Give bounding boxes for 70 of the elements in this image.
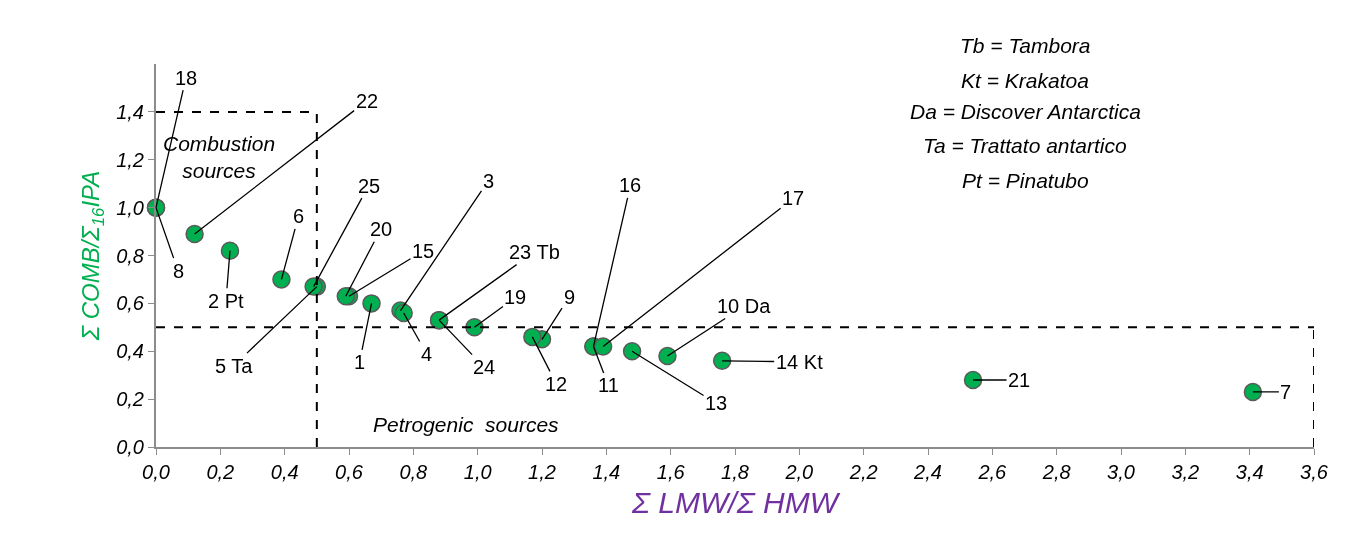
x-tick-label: 2,2 <box>848 461 878 483</box>
annotation: Da = Discover Antarctica <box>910 100 1141 123</box>
x-tick-label: 1,2 <box>528 461 556 483</box>
x-tick-label: 0,4 <box>270 461 299 483</box>
annotation: Pt = Pinatubo <box>962 169 1089 192</box>
x-tick-label: 0,0 <box>142 461 170 483</box>
point <box>523 327 542 347</box>
x-axis-title: Σ LMW/Σ HMW <box>631 486 841 519</box>
x-tick-label: 2,8 <box>1041 461 1071 483</box>
annotation: 17 <box>782 187 805 209</box>
annotation: 9 <box>564 286 576 308</box>
x-tick-label: 3,4 <box>1235 461 1264 483</box>
x-tick-label: 0,6 <box>335 461 364 483</box>
point <box>272 270 291 289</box>
y-tick-label: 0,0 <box>116 436 144 458</box>
annotation: 23 Tb <box>509 241 560 263</box>
y-tick-label: 0,6 <box>116 292 145 315</box>
annotation: 19 <box>504 286 527 308</box>
annotation: Ta = Trattato antartico <box>923 134 1128 157</box>
annotation: 8 <box>173 260 185 282</box>
annotation: 5 Ta <box>215 355 254 377</box>
y-tick-label: 0,2 <box>116 388 144 411</box>
x-tick-label: 2,4 <box>913 461 942 483</box>
annotation: 12 <box>545 373 568 395</box>
x-tick-label: 0,2 <box>206 461 235 483</box>
annotation: 25 <box>358 175 381 197</box>
x-tick-label: 1,6 <box>656 461 686 483</box>
y-tick-label: 1,0 <box>116 196 144 219</box>
point <box>220 241 240 260</box>
y-tick-label: 1,4 <box>116 100 144 123</box>
point <box>362 294 381 313</box>
annotation: 11 <box>598 374 619 396</box>
annotation: 4 <box>421 343 433 365</box>
annotation: 16 <box>619 174 642 196</box>
point <box>622 342 642 361</box>
x-tick-label: 1,4 <box>592 461 621 483</box>
y-tick-label: 0,4 <box>116 340 144 363</box>
x-tick-label: 0,8 <box>399 461 428 483</box>
point <box>1243 382 1263 402</box>
y-tick-label: 0,8 <box>116 244 144 267</box>
annotation: 6 <box>293 205 305 227</box>
annotation: 21 <box>1008 369 1031 391</box>
annotation: 22 <box>356 90 379 112</box>
x-tick-label: 3,6 <box>1300 461 1329 483</box>
x-tick-label: 2,6 <box>977 461 1008 483</box>
annotation: 24 <box>473 356 496 378</box>
annotation: Petrogenic sources <box>373 413 560 436</box>
annotation: 1 <box>354 351 366 373</box>
text: Tb = Tambora <box>960 34 1091 57</box>
annotation: Kt = Krakatoa <box>961 69 1089 92</box>
annotation: 2 Pt <box>208 290 245 312</box>
x-tick-label: 1,8 <box>721 461 749 483</box>
point <box>712 351 732 371</box>
y-tick-label: 1,2 <box>116 148 144 171</box>
annotation: 13 <box>705 392 728 414</box>
annotation: 14 Kt <box>776 351 824 373</box>
x-tick-label: 3,2 <box>1171 461 1200 483</box>
point <box>963 370 983 390</box>
point <box>593 337 613 356</box>
point <box>185 224 204 244</box>
annotation: 20 <box>370 218 393 240</box>
x-tick-label: 2,0 <box>784 461 814 483</box>
annotation: 7 <box>1280 381 1292 403</box>
annotation: 15 <box>412 240 435 262</box>
annotation: 3 <box>483 170 495 192</box>
point <box>658 346 677 366</box>
annotation: 18 <box>175 67 198 89</box>
x-tick-label: 3,0 <box>1107 461 1135 483</box>
annotation: 10 Da <box>717 295 772 317</box>
x-tick-label: 1,0 <box>463 461 492 483</box>
